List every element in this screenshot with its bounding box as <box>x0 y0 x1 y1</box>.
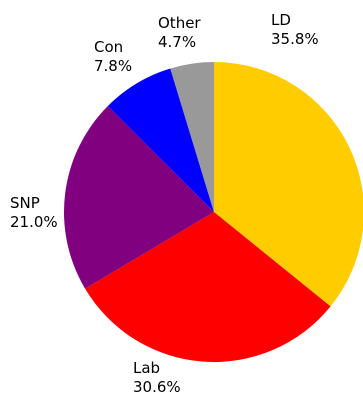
slice-label-lab: Lab <box>133 359 160 377</box>
pie-slice-con <box>107 68 214 212</box>
slice-value-snp: 21.0% <box>10 213 58 231</box>
slice-value-lab: 30.6% <box>133 378 181 396</box>
slice-label-other: Other <box>158 14 201 32</box>
slice-value-ld: 35.8% <box>271 30 319 48</box>
pie-slice-lab <box>85 212 331 363</box>
slice-label-con: Con <box>94 38 123 56</box>
slice-value-con: 7.8% <box>94 57 132 75</box>
pie-slices <box>64 62 363 363</box>
slice-value-other: 4.7% <box>158 33 196 51</box>
pie-slice-other <box>170 62 214 212</box>
pie-slice-snp <box>64 106 214 289</box>
slice-label-snp: SNP <box>10 194 40 212</box>
slice-label-ld: LD <box>271 11 291 29</box>
pie-slice-ld <box>214 62 363 307</box>
